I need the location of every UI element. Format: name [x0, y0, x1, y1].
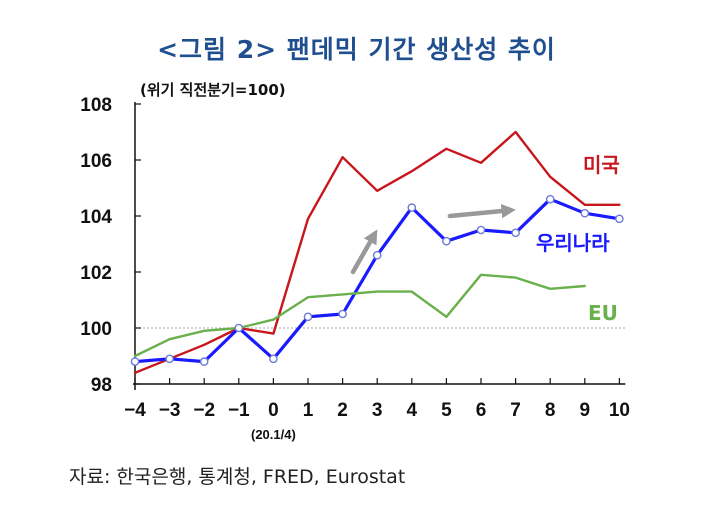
x-tick-label: 6 [476, 400, 487, 421]
x-tick-label: 3 [372, 400, 383, 421]
y-tick-label: 102 [80, 263, 112, 284]
data-point-1 [545, 194, 555, 204]
trend-arrow-0 [350, 229, 378, 275]
series-label-0: 미국 [583, 153, 620, 177]
x-tick-label: −4 [124, 400, 146, 421]
x-tick-label: −3 [159, 400, 181, 421]
data-point-1 [511, 228, 520, 238]
data-point-1 [338, 309, 347, 319]
series-label-1: 우리나라 [536, 231, 610, 255]
data-point-1 [476, 225, 486, 235]
data-point-1 [615, 214, 624, 224]
series-line-2 [133, 273, 586, 358]
data-point-1 [580, 208, 590, 218]
source-note: 자료: 한국은행, 통계청, FRED, Eurostat [69, 466, 406, 488]
data-point-1 [269, 354, 278, 364]
data-point-1 [130, 357, 140, 366]
x-tick-label: 9 [580, 400, 591, 421]
y-tick-label: 98 [91, 375, 112, 396]
x-tick-label: 0 [268, 400, 279, 421]
y-tick-label: 108 [80, 95, 112, 116]
trend-arrow-1 [447, 203, 516, 219]
x-tick-label: 7 [510, 400, 521, 421]
x-tick-label: 1 [303, 400, 314, 421]
chart-title: <그림 2> 팬데믹 기간 생산성 추이 [157, 35, 556, 64]
data-point-1 [199, 357, 209, 366]
x-tick-label: 8 [545, 400, 556, 421]
x-tick-label: 5 [441, 400, 452, 421]
data-point-1 [165, 354, 174, 364]
data-point-1 [303, 312, 313, 322]
x-tick-label: 4 [407, 400, 418, 421]
x-tick-label: −2 [193, 400, 215, 421]
x-tick-label: 10 [609, 400, 630, 421]
x-tick-sublabel: (20.1/4) [251, 427, 296, 442]
data-point-1 [234, 323, 244, 333]
data-point-1 [372, 250, 382, 260]
unit-note: (위기 직전분기=100) [140, 81, 286, 99]
series-line-1 [133, 197, 621, 364]
data-point-1 [407, 203, 417, 212]
x-tick-label: −1 [228, 400, 250, 421]
y-tick-label: 106 [80, 151, 112, 172]
series-line-0 [133, 130, 621, 374]
y-tick-label: 104 [80, 207, 112, 228]
y-tick-label: 100 [80, 319, 112, 340]
data-point-1 [442, 236, 451, 246]
series-label-2: EU [588, 301, 618, 325]
x-tick-label: 2 [337, 400, 348, 421]
